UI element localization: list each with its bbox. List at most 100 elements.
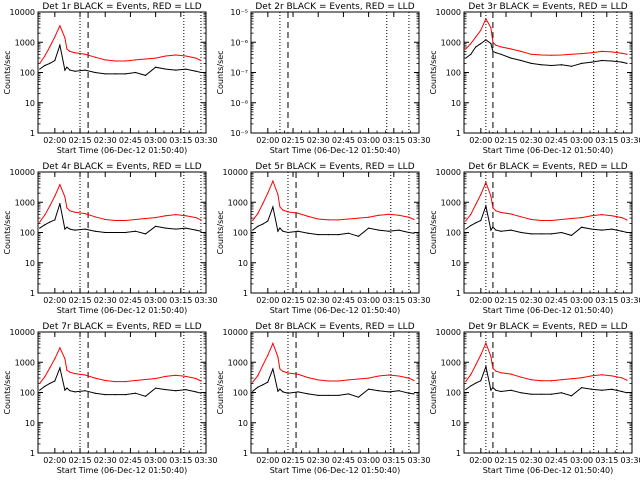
panel-det-8: Det 8r BLACK = Events, RED = LLD 1 10 100 10… (216, 322, 431, 475)
y-tick-label: 1 (30, 129, 35, 138)
x-tick-label: 02:45 (119, 136, 142, 145)
data-point-events (601, 389, 603, 391)
data-point-events (492, 226, 494, 228)
panel-det-6: Det 6r BLACK = Events, RED = LLD 1 10 100 10… (429, 162, 640, 315)
y-tick-label: 10000 (223, 328, 248, 337)
data-point-events (540, 393, 542, 395)
data-point-lld (337, 380, 339, 382)
data-point-lld (357, 378, 360, 380)
data-point-lld (134, 218, 137, 221)
y-tick-label: 100 (20, 69, 35, 78)
y-tick-label: 10 (25, 99, 35, 108)
data-point-events (195, 391, 197, 393)
data-point-lld (44, 55, 46, 57)
panel-title: Det 8r BLACK = Events, RED = LLD (255, 322, 414, 332)
data-point-events (165, 388, 167, 391)
data-point-events (54, 219, 56, 221)
data-point-lld (64, 37, 66, 39)
series-line-events (465, 39, 628, 67)
data-point-events (282, 230, 284, 232)
y-tick-label: 10 (238, 259, 248, 268)
series-line-events (465, 204, 628, 236)
data-point-lld (272, 342, 274, 344)
data-point-lld (54, 36, 56, 38)
data-point-lld (262, 203, 264, 205)
data-point-events (550, 64, 552, 67)
data-point-events (94, 71, 96, 74)
y-tick-label: 100 (20, 389, 35, 398)
data-point-events (465, 57, 467, 59)
series-line-events (39, 366, 202, 397)
data-point-events (465, 228, 467, 230)
data-point-lld (492, 41, 494, 43)
data-point-lld (144, 378, 147, 381)
series-line-lld (465, 181, 628, 222)
x-tick-label: 03:00 (570, 296, 593, 305)
x-tick-label: 02:45 (545, 456, 568, 465)
data-point-lld (114, 380, 116, 383)
data-point-lld (279, 206, 281, 208)
data-point-lld (500, 372, 502, 374)
data-point-lld (175, 374, 177, 376)
x-tick-label: 02:45 (545, 296, 568, 305)
data-point-events (490, 229, 492, 231)
x-axis-label: Start Time (06-Dec-12 01:50:40) (57, 146, 188, 155)
data-point-events (510, 57, 512, 59)
data-point-lld (500, 46, 502, 48)
x-tick-label: 02:30 (520, 136, 543, 145)
data-point-events (200, 392, 202, 394)
data-point-events (470, 224, 472, 227)
data-point-lld (621, 217, 623, 219)
data-point-lld (287, 211, 289, 213)
data-point-events (480, 43, 482, 45)
data-point-lld (398, 214, 400, 216)
data-point-events (185, 68, 187, 70)
data-point-events (175, 228, 177, 230)
data-point-lld (490, 195, 492, 197)
data-point-events (155, 387, 157, 389)
data-point-lld (200, 219, 202, 221)
data-point-events (155, 66, 157, 68)
data-point-lld (540, 219, 542, 222)
data-point-events (470, 53, 472, 55)
data-point-events (44, 224, 46, 226)
data-point-events (500, 390, 502, 393)
data-point-events (495, 389, 497, 391)
data-point-events (267, 220, 269, 222)
x-tick-label: 02:15 (494, 136, 517, 145)
data-point-lld (39, 382, 41, 384)
x-tick-label: 02:30 (94, 136, 117, 145)
x-tick-label: 02:00 (43, 456, 66, 465)
y-tick-label: 100 (20, 229, 35, 238)
data-point-lld (601, 374, 603, 376)
y-tick-label: 10000 (10, 168, 35, 177)
data-point-lld (540, 380, 542, 382)
data-point-lld (611, 51, 613, 53)
x-tick-label: 02:00 (43, 136, 66, 145)
data-point-lld (49, 46, 51, 48)
data-point-lld (560, 379, 563, 381)
data-point-events (84, 390, 86, 392)
data-point-events (69, 390, 71, 392)
data-point-events (347, 232, 350, 234)
data-point-lld (626, 219, 628, 221)
panel-det-7: Det 7r BLACK = Events, RED = LLD 1 10 100 10… (3, 322, 218, 475)
panel-title: Det 7r BLACK = Events, RED = LLD (42, 322, 201, 332)
x-tick-label: 02:30 (307, 456, 330, 465)
data-point-events (124, 394, 126, 396)
data-point-lld (530, 218, 532, 221)
data-point-events (267, 381, 269, 383)
data-point-lld (277, 193, 279, 196)
data-point-events (287, 231, 289, 234)
data-point-events (59, 203, 61, 205)
data-point-events (272, 206, 274, 208)
x-tick-label: 02:45 (545, 136, 568, 145)
data-point-lld (74, 211, 76, 213)
data-point-events (495, 229, 497, 231)
x-axis-label: Start Time (06-Dec-12 01:50:40) (483, 466, 614, 475)
data-point-events (74, 70, 76, 72)
data-point-lld (520, 216, 522, 218)
data-point-events (297, 230, 299, 232)
data-point-lld (66, 207, 68, 209)
data-point-events (492, 50, 494, 52)
